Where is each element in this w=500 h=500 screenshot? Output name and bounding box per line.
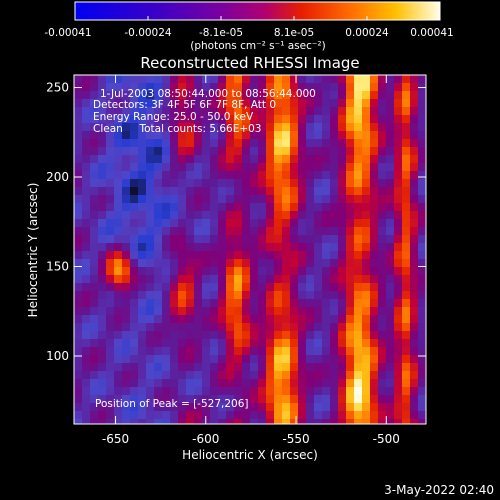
colorbar-tick-label: 0.00041 xyxy=(410,27,453,39)
colorbar-tick-label: -8.1e-05 xyxy=(199,27,243,39)
colorbar xyxy=(74,1,441,21)
time-range-annotation: 1-Jul-2003 08:50:44.000 to 08:56:44.000 xyxy=(100,88,316,100)
y-tick-label: 200 xyxy=(46,170,69,184)
y-axis-ticks: 100 150 200 250 xyxy=(46,81,426,363)
y-tick-label: 100 xyxy=(46,349,69,363)
plot-title: Reconstructed RHESSI Image xyxy=(140,54,359,72)
colorbar-tick-label: 0.00024 xyxy=(345,27,389,39)
x-tick-label: -600 xyxy=(192,432,219,446)
x-axis-ticks: -650 -600 -550 -500 xyxy=(102,75,400,446)
x-axis-label: Heliocentric X (arcsec) xyxy=(182,448,318,462)
y-axis-label: Heliocentric Y (arcsec) xyxy=(26,183,40,318)
plot-frame xyxy=(73,74,427,425)
colorbar-tick-label: -0.00041 xyxy=(44,27,91,39)
colorbar-tick-label: -0.00024 xyxy=(124,27,172,39)
detectors-annotation: Detectors: 3F 4F 5F 6F 7F 8F, Att 0 xyxy=(93,99,276,111)
reconstructed-image xyxy=(74,75,426,424)
x-tick-label: -500 xyxy=(373,432,400,446)
y-tick-label: 250 xyxy=(46,81,69,95)
clean-counts-annotation: Clean Total counts: 5.66E+03 xyxy=(93,123,262,135)
colorbar-ticks xyxy=(74,16,441,20)
x-tick-label: -550 xyxy=(282,432,309,446)
y-tick-label: 150 xyxy=(46,260,69,274)
colorbar-unit-label: (photons cm⁻² s⁻¹ asec⁻²) xyxy=(190,40,325,52)
colorbar-tick-label: 8.1e-05 xyxy=(274,27,314,39)
energy-range-annotation: Energy Range: 25.0 - 50.0 keV xyxy=(93,111,254,123)
x-tick-label: -650 xyxy=(102,432,129,446)
plot-date: 3-May-2022 02:40 xyxy=(384,483,494,497)
peak-position-annotation: Position of Peak = [-527,206] xyxy=(95,398,249,410)
